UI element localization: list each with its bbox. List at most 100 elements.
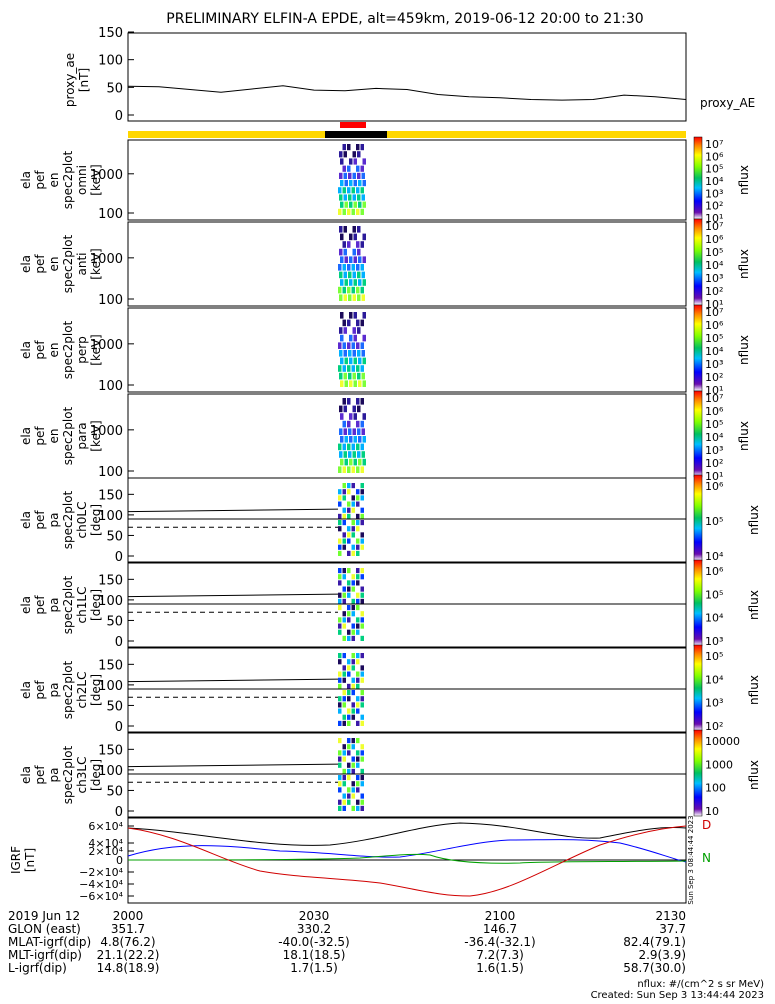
- ephem-c1-r0: 2030: [299, 909, 330, 923]
- igrf-ytick-label: 2×10⁴: [88, 845, 123, 858]
- spectrogram-cell: [342, 208, 346, 215]
- spectrogram-cell: [344, 180, 348, 187]
- chart-title: PRELIMINARY ELFIN-A EPDE, alt=459km, 201…: [166, 11, 643, 27]
- spectrogram-cell: [347, 466, 351, 473]
- ephem-c1-r1: 330.2: [297, 922, 331, 936]
- spectrogram-cell: [356, 513, 360, 519]
- igrf-ytick-label: −2×10⁴: [79, 866, 123, 879]
- energy-cbar-label: nflux: [737, 421, 751, 451]
- spectrogram-cell: [360, 187, 364, 194]
- ephem-label-mlt: MLT-igrf(dip): [8, 948, 82, 962]
- spectrogram-cell: [338, 720, 342, 726]
- spectrogram-cell: [347, 768, 351, 774]
- spectrogram-cell: [362, 357, 366, 365]
- spectrogram-cell: [347, 775, 351, 781]
- spectrogram-cell: [349, 201, 353, 208]
- spectrogram-cell: [362, 180, 366, 187]
- spectrogram-cell: [356, 605, 360, 611]
- energy-ylabel-line: [keV]: [89, 164, 103, 195]
- spectrogram-cell: [343, 248, 347, 256]
- spectrogram-cell: [338, 653, 342, 659]
- pa-cbar-label: nflux: [747, 760, 761, 790]
- spectrogram-cell: [338, 342, 342, 349]
- spectrogram-cell: [347, 629, 351, 635]
- spectrogram-cell: [353, 380, 357, 387]
- energy-ylabel-line: pef: [33, 170, 47, 190]
- spectrogram-cell: [356, 756, 360, 762]
- spectrogram-cell: [360, 744, 364, 750]
- energy-cbar-tick: 10⁷: [705, 392, 723, 405]
- spectrogram-cell: [342, 495, 346, 501]
- spectrogram-cell: [342, 799, 346, 805]
- ephemeris-table: 2019 Jun 12 GLON (east) MLAT-igrf(dip) M…: [8, 909, 686, 975]
- pa-losscone-solid: [127, 593, 339, 598]
- energy-cbar-tick: 10³: [705, 187, 723, 200]
- igrf-ytick-label: −4×10⁴: [79, 878, 123, 891]
- spectrogram-cell: [360, 342, 364, 349]
- spectrogram-cell: [347, 635, 351, 641]
- spectrogram-cell: [344, 380, 348, 387]
- energy-ylabel-line: pef: [33, 340, 47, 360]
- spectrogram-cell: [360, 165, 364, 172]
- energy-colorbar: [693, 218, 703, 306]
- spectrogram-cell: [356, 420, 360, 428]
- pa-cbar-tick: 10³: [705, 697, 723, 710]
- pa-ylabel-line: pef: [33, 765, 47, 785]
- energy-ylabel-line: pef: [33, 426, 47, 446]
- spectrogram-cell: [349, 458, 353, 466]
- spectrogram-cell: [361, 294, 365, 301]
- spectrogram-cell: [339, 294, 343, 301]
- spectrogram-cell: [357, 194, 361, 201]
- spectrogram-cell: [356, 738, 360, 744]
- spectrogram-cell: [360, 635, 364, 641]
- spectrogram-cell: [356, 443, 360, 451]
- spectrogram-cell: [360, 538, 364, 544]
- spectrogram-cell: [360, 617, 364, 623]
- spectrogram-cell: [361, 350, 365, 357]
- pa-cbar-tick: 100: [705, 782, 726, 795]
- energy-ylabel-line: en: [47, 257, 61, 272]
- spectrogram-cell: [343, 428, 347, 435]
- spectrogram-cell: [338, 208, 342, 215]
- spectrogram-cell: [360, 568, 364, 574]
- pa-spectrogram: [338, 483, 364, 556]
- spectrogram-cell: [349, 357, 353, 365]
- spectrogram-cell: [338, 708, 342, 714]
- spectrogram-cell: [349, 334, 353, 342]
- orbit-bar-red: [340, 122, 366, 128]
- spectrogram-cell: [356, 501, 360, 507]
- spectrogram-cell: [339, 350, 343, 357]
- spectrogram-cell: [342, 598, 346, 604]
- spectrogram-cell: [347, 683, 351, 689]
- spectrogram-cell: [358, 436, 362, 443]
- spectrogram-cell: [360, 286, 364, 294]
- pa-ylabel-line: [deg]: [89, 674, 103, 706]
- spectrogram-cell: [357, 372, 361, 380]
- spectrogram-cell: [338, 592, 342, 598]
- spectrogram-cell: [351, 611, 355, 617]
- spectrogram-cell: [338, 683, 342, 689]
- energy-ylabel-line: [keV]: [89, 248, 103, 279]
- energy-ytick-label: 1000: [90, 252, 123, 267]
- spectrogram-cell: [351, 690, 355, 696]
- spectrogram-cell: [358, 256, 362, 263]
- spectrogram-cell: [356, 365, 360, 372]
- energy-ylabel-line: [keV]: [89, 420, 103, 451]
- ae-yticks: 0 50 100 150: [98, 26, 134, 124]
- energy-cbar-tick: 10³: [705, 444, 723, 457]
- spectrogram-cell: [338, 762, 342, 768]
- spectrogram-cell: [356, 617, 360, 623]
- spectrogram-cell: [342, 671, 346, 677]
- spectrogram-cell: [338, 799, 342, 805]
- energy-ylabel-line: ela: [19, 171, 33, 189]
- spectrogram-cell: [351, 342, 355, 349]
- spectrogram-cell: [342, 677, 346, 683]
- spectrogram-cell: [351, 768, 355, 774]
- spectrogram-cell: [342, 714, 346, 720]
- spectrogram-cell: [352, 194, 356, 201]
- spectrogram-cell: [338, 495, 342, 501]
